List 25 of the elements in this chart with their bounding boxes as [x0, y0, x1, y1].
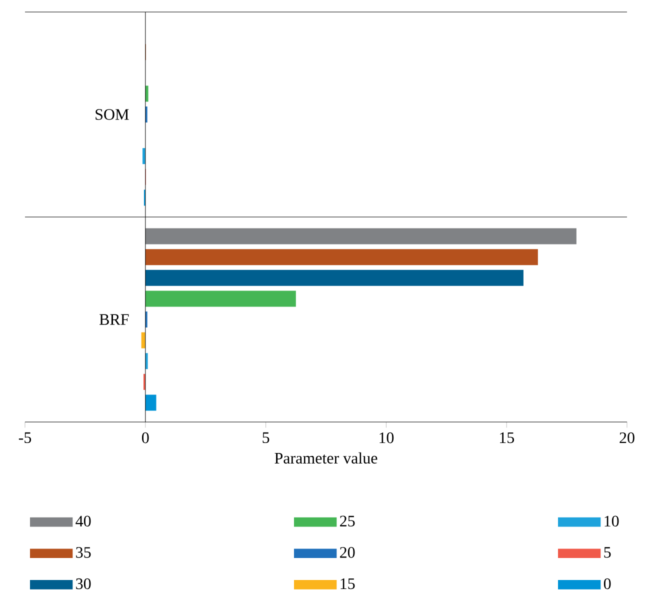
- x-tick-label: 0: [142, 432, 149, 444]
- legend-label: 5: [604, 547, 611, 558]
- legend-label: 35: [76, 547, 91, 558]
- x-axis-title: Parameter value: [274, 452, 378, 464]
- legend-label: 15: [340, 578, 355, 590]
- legend-label: 40: [76, 516, 91, 527]
- bar: [145, 353, 148, 370]
- legend-label: 25: [340, 516, 355, 527]
- y-tick-label: SOM: [96, 109, 129, 120]
- bar: [145, 228, 576, 244]
- bar: [145, 86, 148, 102]
- bar: [145, 394, 156, 411]
- x-tick-label: 15: [500, 432, 514, 444]
- y-tick-label: BRF: [99, 314, 129, 325]
- bar: [145, 290, 296, 307]
- legend-label: 0: [604, 578, 611, 590]
- legend-label: 20: [340, 547, 355, 558]
- x-tick-label: 10: [380, 432, 394, 444]
- x-tick-label: -5: [18, 432, 32, 444]
- bar: [145, 270, 524, 286]
- legend-label: 30: [76, 578, 91, 590]
- bar: [145, 249, 538, 266]
- x-tick-label: 20: [620, 432, 634, 444]
- x-tick-label: 5: [262, 432, 270, 444]
- legend-label: 10: [604, 516, 619, 527]
